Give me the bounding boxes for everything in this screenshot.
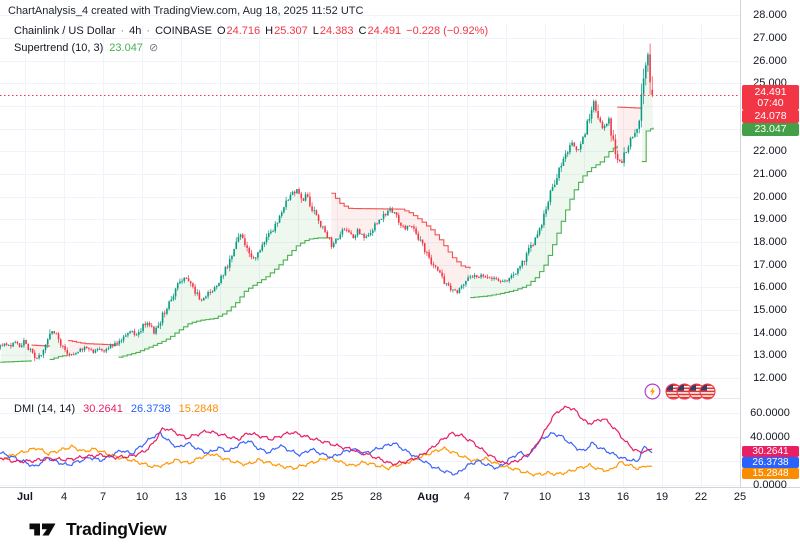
indicator-value: 23.047 [109,41,143,54]
interval-label: 4h [129,25,142,37]
supertrend-legend[interactable]: Supertrend (10, 3) 23.047 ⊘ [14,41,159,55]
open-value: O 24.716 [216,25,261,37]
price-axis-label: 22.000 [753,145,787,158]
price-axis-label: 20.000 [753,190,787,203]
time-axis-label: Jul [17,491,33,503]
hidden-values-icon[interactable]: ⊘ [148,42,159,54]
us-flag-event-icon[interactable] [675,383,693,400]
price-axis-label: 13.000 [753,349,787,362]
us-flag-event-icon[interactable] [664,383,682,400]
price-axis-label: 19.000 [753,213,787,226]
time-axis-label: 19 [252,491,266,503]
adx-value-badge[interactable]: 30.2641 [742,446,799,457]
time-axis-label: 19 [655,491,669,503]
snapshot-header: ChartAnalysis_4 created with TradingView… [8,5,364,17]
lightning-event-icon[interactable] [644,383,661,400]
time-axis-label: 7 [99,491,107,503]
dmi-axis-label: 0.0000 [753,479,787,491]
price-axis-label: 16.000 [753,281,787,294]
time-axis-label: 13 [174,491,188,503]
current-price-badge[interactable]: 24.491 07:40 [742,85,799,110]
dmi-name: DMI (14, 14) [14,403,76,415]
tradingview-logo-icon[interactable] [28,519,58,540]
price-axis-label: 14.000 [753,326,787,339]
adx-value: 30.2641 [83,403,123,415]
exchange-label: COINBASE [155,25,212,37]
price-axis-label: 27.000 [753,31,787,44]
time-axis-label: 7 [502,491,510,503]
indicator-name: Supertrend (10, 3) [14,41,104,54]
plus-di-value-badge[interactable]: 26.3738 [742,457,799,468]
price-axis-label: 17.000 [753,258,787,271]
price-axis-label: 15.000 [753,304,787,316]
time-axis-label: Aug [417,491,439,503]
close-value: C 24.491 [358,25,402,37]
high-value: H 25.307 [265,25,308,37]
time-axis-label: 10 [538,491,552,503]
price-axis-label: 26.000 [753,54,787,67]
us-flag-event-icon[interactable] [698,383,716,400]
dmi-legend[interactable]: DMI (14, 14) 30.2641 26.3738 15.2848 [14,403,218,415]
time-axis-label: 16 [213,491,227,503]
low-value: L 24.383 [312,25,354,37]
price-axis-label: 28.000 [753,9,787,22]
time-axis-label: 10 [135,491,149,503]
symbol-title: Chainlink / US Dollar [14,25,116,37]
price-axis-label: 12.000 [753,372,787,385]
dmi-axis-label: 40.0000 [750,431,790,443]
legend-separator: · [120,25,125,37]
time-axis-label: 13 [577,491,591,503]
minus-di-value: 15.2848 [178,403,219,415]
price-axis-label: 21.000 [753,167,787,180]
time-axis-label: 4 [60,491,68,503]
time-axis-label: 22 [694,491,708,503]
secondary-price-badge[interactable]: 24.078 [742,110,799,123]
price-axis-label: 18.000 [753,236,787,248]
time-axis-label: 4 [463,491,471,503]
legend-separator: · [146,25,151,37]
time-axis-label: 22 [291,491,305,503]
time-axis-label: 16 [616,491,630,503]
brand-name: TradingView [66,519,167,539]
plus-di-value: 26.3738 [130,403,171,415]
supertrend-value-badge[interactable]: 23.047 [742,123,799,136]
time-axis-label: 25 [733,491,747,503]
time-axis-label: 28 [369,491,383,503]
footer-branding: TradingView [28,519,167,540]
minus-di-value-badge[interactable]: 15.2848 [742,468,799,479]
change-value: −0.228 (−0.92%) [406,25,489,37]
dmi-axis-label: 60.0000 [750,407,790,419]
time-axis-label: 25 [330,491,344,503]
